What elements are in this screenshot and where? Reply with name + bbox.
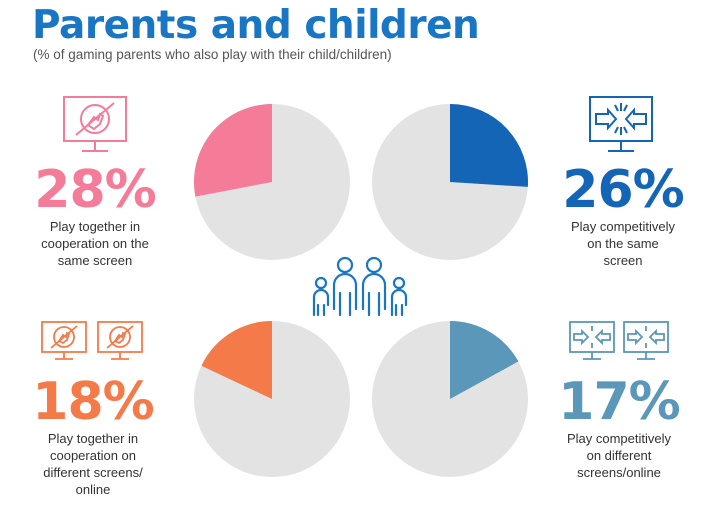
pie-coop-same-screen: [193, 104, 350, 260]
page-title: Parents and children: [32, 3, 480, 48]
percent-label: 17%: [558, 372, 680, 432]
pie-slice-value: [193, 104, 272, 197]
description-line: Play competitively: [566, 431, 672, 446]
description-line: Play together in: [47, 431, 139, 446]
percent-label: 18%: [32, 372, 154, 432]
family-icon: [312, 256, 408, 317]
description-line: screen: [603, 253, 643, 268]
pie-slice-value: [450, 104, 528, 187]
stat-coop-same-screen: 28% Play together in cooperation on the …: [20, 162, 170, 269]
description-line: cooperation on the: [41, 236, 149, 251]
stat-coop-different-screens: 18% Play together in cooperation on diff…: [18, 374, 168, 498]
description-line: online: [75, 482, 111, 497]
stat-competitive-same-screen: 26% Play competitively on the same scree…: [548, 162, 698, 269]
description-line: different screens/: [43, 465, 143, 480]
percent-label: 26%: [562, 160, 684, 220]
versus-arrows-monitor-icon: [569, 321, 615, 360]
pie-slice-value: [450, 321, 519, 399]
pie-coop-different-screens: [194, 321, 350, 477]
controller-hand-monitor-icon: [63, 96, 127, 152]
percent-label: 28%: [34, 160, 156, 220]
stat-competitive-different-screens: 17% Play competitively on different scre…: [544, 374, 694, 481]
versus-arrows-monitor-icon: [589, 96, 653, 152]
controller-hand-monitor-icon: [97, 321, 143, 360]
page-subtitle: (% of gaming parents who also play with …: [33, 47, 392, 62]
versus-arrows-monitor-icon: [623, 321, 669, 360]
description-line: Play competitively: [570, 219, 676, 234]
description-line: Play together in: [49, 219, 141, 234]
description-line: same screen: [57, 253, 133, 268]
pie-competitive-same-screen: [372, 104, 528, 260]
description-line: cooperation on: [49, 448, 136, 463]
description-line: screens/online: [577, 465, 661, 480]
controller-hand-monitor-icon: [41, 321, 87, 360]
pie-competitive-different-screens: [372, 321, 528, 477]
description-line: on the same: [587, 236, 659, 251]
pie-slice-value: [201, 321, 272, 399]
description-line: on different: [586, 448, 652, 463]
